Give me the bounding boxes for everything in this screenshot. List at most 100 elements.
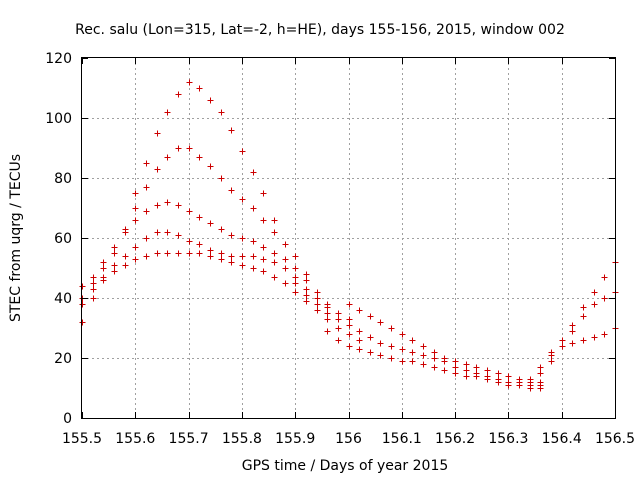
data-point [218,175,225,182]
data-point [143,235,150,242]
data-point [154,130,161,137]
data-point [132,205,139,212]
data-point [228,259,235,266]
data-point [580,337,587,344]
data-point [90,280,97,287]
data-point [186,250,193,257]
data-point [473,373,480,380]
data-point [186,145,193,152]
data-point [111,244,118,251]
data-point [463,367,470,374]
data-point [399,331,406,338]
data-point [154,202,161,209]
data-point [79,319,86,326]
data-point [367,349,374,356]
data-point [314,301,321,308]
data-point [335,337,342,344]
data-point [186,208,193,215]
data-point [409,349,416,356]
data-point [314,295,321,302]
data-point [132,190,139,197]
data-point [303,277,310,284]
y-tick-labels: 0 20 40 60 80 100 120 [45,51,72,427]
data-point [591,289,598,296]
data-point [346,322,353,329]
data-point [356,346,363,353]
data-point [484,367,491,374]
data-point [314,307,321,314]
data-point [335,310,342,317]
data-point [388,343,395,350]
data-point [228,232,235,239]
data-point [495,370,502,377]
data-point [186,238,193,245]
data-point [271,274,278,281]
data-point [537,379,544,386]
data-point [143,184,150,191]
data-point [90,274,97,281]
y-tick-label: 0 [63,411,72,427]
data-point [431,355,438,362]
data-point [356,307,363,314]
data-point [271,259,278,266]
data-point [601,274,608,281]
x-tick-label: 155.7 [169,431,209,447]
data-point [569,340,576,347]
data-point [79,283,86,290]
data-point [186,79,193,86]
data-point [250,169,257,176]
data-point [569,322,576,329]
data-point [420,361,427,368]
data-point [282,280,289,287]
data-point [218,250,225,257]
data-point [250,205,257,212]
data-point [282,265,289,272]
data-point [260,217,267,224]
data-point [377,352,384,359]
data-point [228,253,235,260]
data-point [218,256,225,263]
data-point [239,253,246,260]
data-point [143,160,150,167]
data-point [548,349,555,356]
data-point [431,364,438,371]
data-point [218,109,225,116]
data-point [164,109,171,116]
data-point [346,331,353,338]
data-point [175,250,182,257]
data-point [239,148,246,155]
data-point [537,370,544,377]
data-point [196,241,203,248]
data-point [388,355,395,362]
data-point [346,316,353,323]
data-point [132,244,139,251]
data-point [559,343,566,350]
data-point [111,250,118,257]
data-point [132,256,139,263]
y-tick-label: 120 [45,51,72,67]
plot-frame [81,57,616,419]
data-point [505,373,512,380]
data-point [164,250,171,257]
data-point [505,382,512,389]
y-tick-label: 80 [54,171,72,187]
series-sat-d [79,229,353,323]
data-point [409,337,416,344]
data-point [143,208,150,215]
data-point [516,382,523,389]
data-point [122,229,129,236]
data-point [239,235,246,242]
y-tick-label: 60 [54,231,72,247]
data-point [90,286,97,293]
data-point [90,295,97,302]
data-point [100,259,107,266]
data-point [580,313,587,320]
data-point [441,355,448,362]
y-tick-label: 40 [54,291,72,307]
data-point [196,154,203,161]
data-point [228,187,235,194]
data-point [175,145,182,152]
series-sat-g [324,328,544,392]
data-point [250,238,257,245]
